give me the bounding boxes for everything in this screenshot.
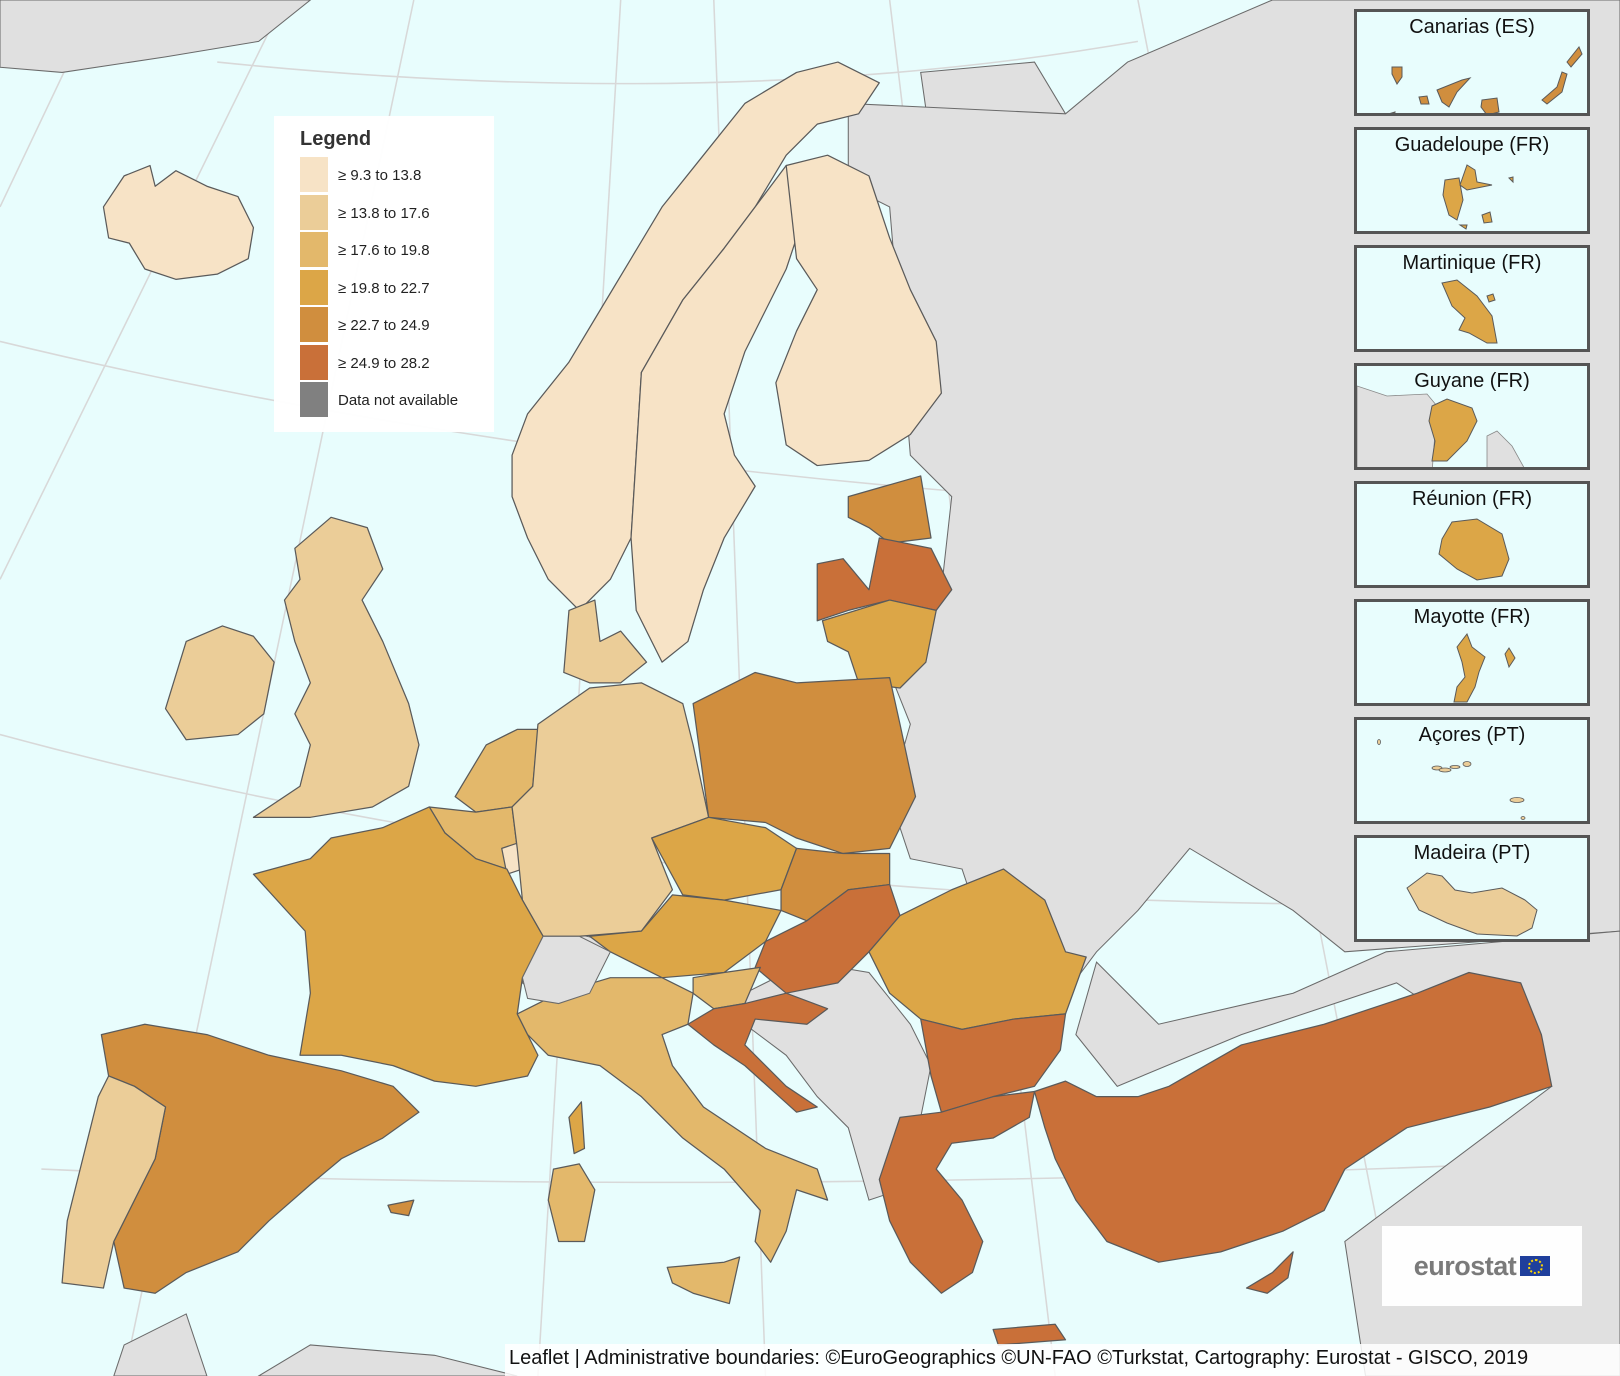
legend-swatch: [300, 344, 328, 382]
inset-martinique[interactable]: Martinique (FR): [1354, 245, 1590, 352]
inset-mayotte[interactable]: Mayotte (FR): [1354, 599, 1590, 706]
region-france: [252, 806, 544, 1087]
region-ireland: [164, 625, 275, 741]
legend-swatch: [300, 194, 328, 232]
legend-item: Data not available: [300, 382, 494, 420]
region-croatia: [687, 992, 829, 1113]
region-denmark: [563, 599, 648, 684]
legend-label: ≥ 19.8 to 22.7: [338, 279, 430, 297]
legend-panel: Legend ≥ 9.3 to 13.8 ≥ 13.8 to 17.6 ≥ 17…: [274, 116, 494, 432]
legend-label: ≥ 13.8 to 17.6: [338, 204, 430, 222]
inset-map: [1438, 518, 1510, 581]
legend-label: Data not available: [338, 392, 459, 410]
region-uk: [252, 516, 420, 818]
region-poland: [692, 671, 917, 855]
inset-title: Mayotte (FR): [1413, 606, 1531, 628]
legend-title: Legend: [300, 128, 372, 150]
region-cyprus: [1245, 1251, 1294, 1294]
legend-item: ≥ 19.8 to 22.7: [300, 269, 494, 308]
inset-map: [1441, 279, 1498, 344]
inset-map: [1442, 164, 1514, 230]
inset-canarias[interactable]: Canarias (ES): [1354, 9, 1590, 116]
legend-item: ≥ 9.3 to 13.8: [300, 157, 494, 195]
region-balearic: [387, 1199, 415, 1217]
inset-map: [1357, 385, 1525, 467]
legend-label: ≥ 24.9 to 28.2: [338, 354, 430, 372]
region-austria: [589, 894, 782, 979]
region-crete: [992, 1323, 1067, 1346]
legend-swatch: [300, 157, 328, 195]
region-sardinia: [547, 1163, 596, 1243]
region-corsica: [568, 1101, 586, 1155]
region-greece: [878, 1090, 1036, 1294]
eu-flag-icon: [1520, 1256, 1551, 1276]
legend-item: ≥ 13.8 to 17.6: [300, 194, 494, 233]
map-attribution: Leaflet | Administrative boundaries: ©Eu…: [505, 1344, 1620, 1376]
legend-item: ≥ 24.9 to 28.2: [300, 344, 494, 383]
region-italy: [516, 977, 829, 1263]
legend-label: ≥ 9.3 to 13.8: [338, 167, 422, 185]
region-sweden: [630, 164, 808, 663]
region-switzerland: [521, 935, 612, 1005]
inset-title: Guyane (FR): [1414, 370, 1530, 392]
inset-title: Açores (PT): [1418, 724, 1526, 746]
inset-reunion[interactable]: Réunion (FR): [1354, 481, 1590, 588]
inset-guyane[interactable]: Guyane (FR): [1354, 363, 1590, 470]
region-iceland: [102, 164, 255, 280]
region-sicily: [666, 1256, 741, 1305]
inset-map: [1453, 632, 1516, 703]
inset-guadeloupe[interactable]: Guadeloupe (FR): [1354, 127, 1590, 234]
legend-swatch: [300, 232, 328, 270]
inset-title: Martinique (FR): [1402, 252, 1542, 274]
legend-swatch: [300, 307, 328, 345]
legend-swatch: [300, 382, 328, 420]
region-lithuania: [821, 599, 937, 689]
legend-label: ≥ 17.6 to 19.8: [338, 242, 430, 260]
legend-swatch: [300, 269, 328, 307]
inset-title: Réunion (FR): [1411, 488, 1533, 510]
region-germany: [511, 682, 710, 937]
region-portugal: [61, 1075, 167, 1289]
legend-item: ≥ 17.6 to 19.8: [300, 232, 494, 270]
inset-map: [1406, 872, 1538, 937]
inset-madeira[interactable]: Madeira (PT): [1354, 835, 1590, 942]
eurostat-logo: eurostat: [1382, 1226, 1582, 1306]
legend-label: ≥ 22.7 to 24.9: [338, 317, 430, 335]
inset-acores[interactable]: Açores (PT): [1354, 717, 1590, 824]
inset-title: Guadeloupe (FR): [1394, 134, 1550, 156]
region-bulgaria: [920, 1013, 1067, 1113]
region-finland: [775, 154, 943, 467]
region-latvia: [816, 537, 953, 622]
countries: [61, 61, 1553, 1346]
logo-text: eurostat: [1413, 1250, 1517, 1281]
legend-item: ≥ 22.7 to 24.9: [300, 307, 494, 345]
inset-title: Canarias (ES): [1409, 16, 1535, 38]
region-turkey: [1033, 971, 1553, 1263]
inset-title: Madeira (PT): [1413, 842, 1531, 864]
inset-map: [1377, 739, 1526, 820]
inset-map: [1389, 46, 1583, 113]
